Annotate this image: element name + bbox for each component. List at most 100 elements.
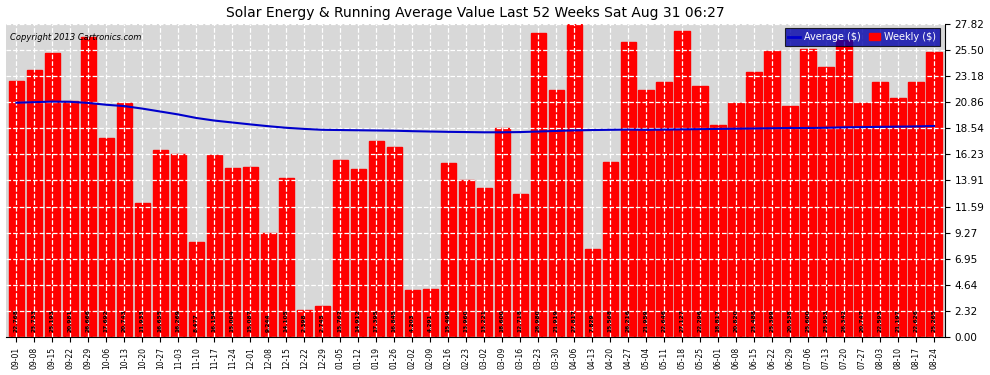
Text: 20.820: 20.820 [734,309,739,332]
Bar [639,90,653,338]
Bar [656,82,672,338]
Bar [135,203,149,338]
Text: 15.087: 15.087 [248,309,252,332]
Text: 26.216: 26.216 [626,309,631,332]
Bar [260,233,276,338]
Bar [117,104,132,338]
Text: 2.745: 2.745 [320,313,325,332]
Bar [692,86,708,338]
Text: 18.600: 18.600 [500,309,505,332]
Text: 14.912: 14.912 [355,309,360,332]
Text: 15.004: 15.004 [230,309,235,332]
Bar [531,33,545,338]
Text: 22.296: 22.296 [698,309,703,332]
Bar [207,155,222,338]
Bar [333,160,347,338]
Text: 25.265: 25.265 [932,309,937,332]
Title: Solar Energy & Running Average Value Last 52 Weeks Sat Aug 31 06:27: Solar Energy & Running Average Value Las… [226,6,725,20]
Bar [801,48,816,338]
Bar [62,100,78,338]
Bar [9,81,24,338]
Text: 16.655: 16.655 [157,309,162,332]
Text: 13.221: 13.221 [482,309,487,332]
Text: 2.398: 2.398 [302,313,307,332]
Bar [350,169,366,338]
Text: 9.244: 9.244 [265,313,271,332]
Text: 27.817: 27.817 [571,309,576,332]
Bar [566,24,582,338]
Text: 20.538: 20.538 [788,309,793,332]
Bar [548,90,564,338]
Bar [386,147,402,338]
Bar [225,168,240,338]
Text: 18.817: 18.817 [716,309,721,332]
Text: 20.743: 20.743 [122,309,127,332]
Bar [152,150,168,338]
Text: 21.919: 21.919 [553,309,558,332]
Text: 23.488: 23.488 [751,309,756,332]
Text: 21.197: 21.197 [896,309,901,332]
Bar [764,51,780,338]
Text: 25.600: 25.600 [806,309,811,332]
Bar [423,289,438,338]
Text: 11.933: 11.933 [140,309,145,332]
Text: 14.105: 14.105 [284,309,289,332]
Bar [476,188,492,338]
Bar [45,53,60,338]
Text: 21.959: 21.959 [644,309,648,332]
Text: 20.981: 20.981 [68,309,73,332]
Bar [872,82,888,338]
Text: 22.768: 22.768 [14,309,19,332]
Text: Copyright 2013 Cartronics.com: Copyright 2013 Cartronics.com [10,33,142,42]
Text: 23.733: 23.733 [32,309,37,332]
Bar [189,242,204,338]
Text: 8.477: 8.477 [194,313,199,332]
Bar [837,40,851,338]
Text: 15.499: 15.499 [446,309,450,332]
Bar [170,154,186,338]
Text: 4.203: 4.203 [410,313,415,332]
Bar [368,141,384,338]
Text: 26.980: 26.980 [536,309,541,332]
Text: 26.342: 26.342 [842,309,846,332]
Bar [729,102,743,338]
Bar [746,72,761,338]
Bar [603,162,618,338]
Bar [621,42,636,338]
Text: 16.154: 16.154 [212,309,217,332]
Text: 7.829: 7.829 [590,313,595,332]
Text: 4.291: 4.291 [428,313,433,332]
Bar [441,162,455,338]
Text: 16.269: 16.269 [176,309,181,332]
Bar [819,67,834,338]
Text: 22.593: 22.593 [877,309,882,332]
Bar [27,70,42,338]
Bar [458,180,474,338]
Bar [711,125,726,338]
Bar [674,32,690,338]
Bar [584,249,600,338]
Text: 15.762: 15.762 [338,309,343,332]
Text: 17.692: 17.692 [104,309,109,332]
Bar [243,167,258,338]
Text: 22.646: 22.646 [661,309,666,332]
Text: 12.718: 12.718 [518,309,523,332]
Bar [405,290,420,338]
Text: 27.127: 27.127 [679,309,685,332]
Bar [927,53,941,338]
Text: 23.953: 23.953 [824,309,829,332]
Text: 22.626: 22.626 [914,309,919,332]
Bar [909,82,924,338]
Text: 15.568: 15.568 [608,309,613,332]
Bar [854,104,870,338]
Text: 25.193: 25.193 [50,309,54,332]
Bar [297,310,312,338]
Bar [99,138,114,338]
Text: 20.747: 20.747 [859,309,864,332]
Bar [80,36,96,338]
Bar [513,194,528,338]
Legend: Average ($), Weekly ($): Average ($), Weekly ($) [784,28,940,46]
Bar [890,98,906,338]
Bar [315,306,330,338]
Text: 25.399: 25.399 [769,309,774,332]
